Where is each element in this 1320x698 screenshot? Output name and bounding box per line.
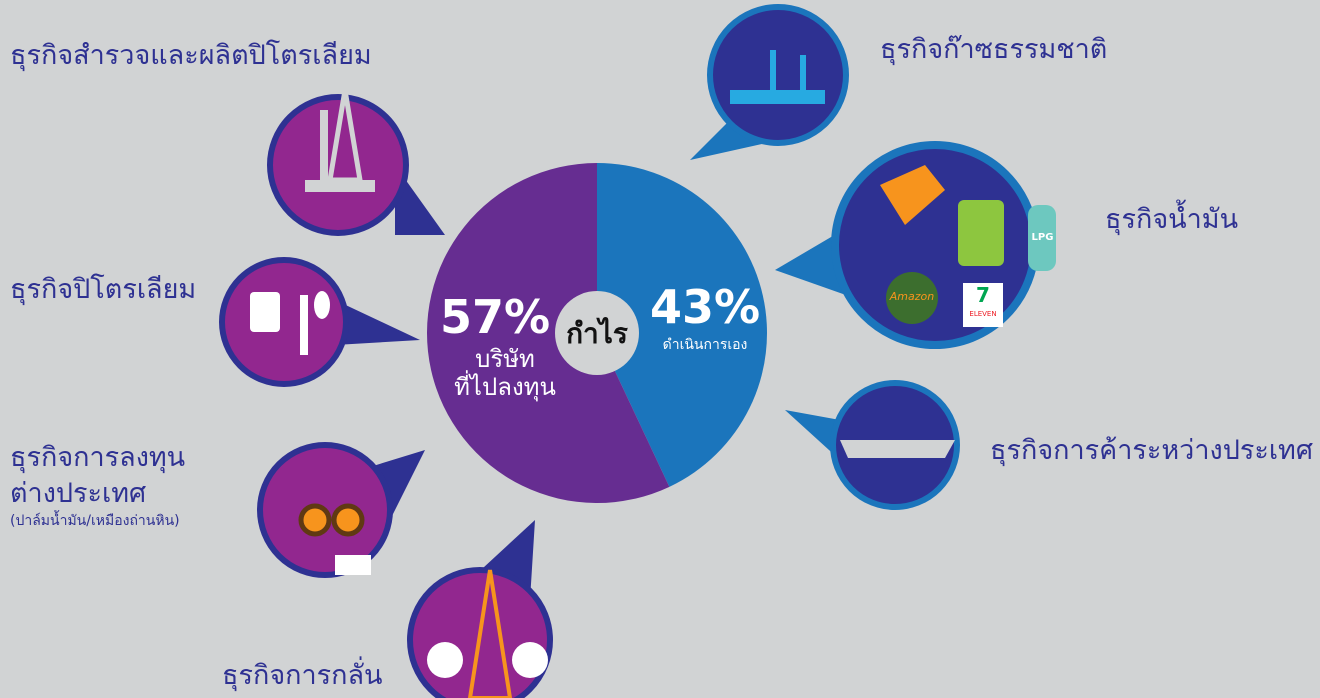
label: ธุรกิจน้ำมัน [1105,204,1239,235]
icon [298,503,332,537]
icon [427,642,463,678]
bubble-petroleum [219,257,349,387]
icon [314,291,330,319]
icon-text: LPG [1031,232,1054,243]
icon [730,90,825,104]
pointer [785,410,840,460]
icon [880,165,945,225]
pointer [690,110,780,160]
bubbles [219,4,1056,698]
icon [320,110,328,180]
icon-text: Amazon [889,290,935,303]
center-label: กำไร [566,317,628,350]
pie [427,163,768,503]
icon [305,180,375,192]
icon [800,55,806,90]
icon [958,200,1004,266]
icon [886,272,938,324]
label: ธุรกิจการกลั่น [222,660,383,691]
label: ธุรกิจปิโตรเลียม [10,274,197,305]
value-label: 43% [649,280,761,334]
pie-center [555,291,639,375]
label: (ปาล์มน้ำมัน/เหมืองถ่านหิน) [10,513,180,529]
icon [300,295,308,355]
bubble-exploration [267,94,409,236]
icon [327,89,363,183]
category-label: บริษัท ที่ไปลงทุน [454,345,556,401]
label: ธุรกิจการลงทุน ต่างประเทศ [10,442,186,509]
icon [335,555,371,575]
category-label: ดำเนินการเอง [662,337,748,353]
icon [1028,205,1056,271]
icon [963,283,1003,327]
icon [512,642,548,678]
label: ธุรกิจก๊าซธรรมชาติ [880,34,1108,65]
label: ธุรกิจสำรวจและผลิตปิโตรเลียม [10,40,372,71]
icon [331,503,365,537]
pointer [335,300,420,345]
icon-text: ELEVEN [969,310,997,318]
pie-slice [597,163,768,487]
value-label: 57% [439,290,551,344]
pie-slice [427,163,670,503]
bubble-gas [707,4,849,146]
pointer [395,165,445,235]
icon [770,50,776,90]
icon-text: 7 [976,283,990,307]
icon [467,569,513,698]
icon [840,440,955,458]
icon [250,292,280,332]
bubble-oil [831,141,1039,349]
label: ธุรกิจการค้าระหว่างประเทศ [990,435,1313,466]
